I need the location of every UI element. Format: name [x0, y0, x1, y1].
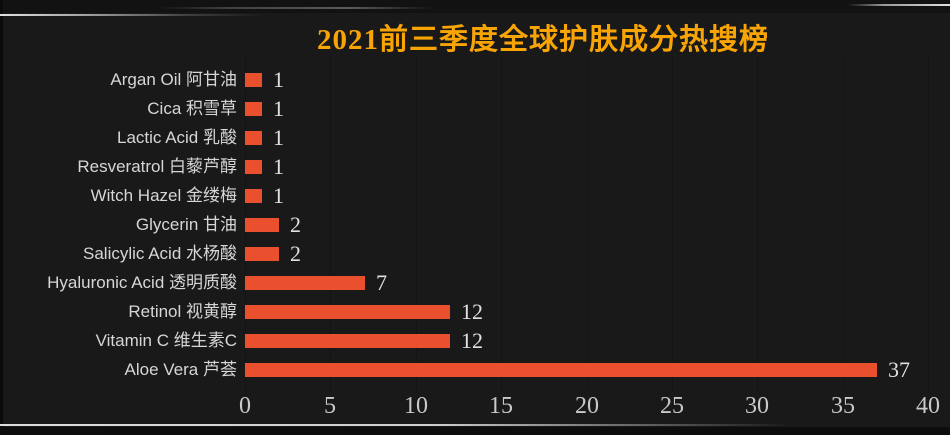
gridline [330, 58, 331, 392]
bottom-background-strip [0, 427, 950, 435]
value-label: 1 [273, 67, 284, 92]
value-label: 7 [376, 270, 387, 295]
bar [245, 131, 262, 145]
gridline [843, 58, 844, 392]
x-tick-label: 35 [831, 393, 855, 419]
category-label: Salicylic Acid 水杨酸 [83, 244, 237, 263]
x-tick-label: 30 [745, 393, 769, 419]
category-label: Aloe Vera 芦荟 [124, 360, 237, 379]
decorative-line-top-left [0, 14, 265, 16]
value-label: 1 [273, 125, 284, 150]
bar [245, 276, 365, 290]
category-label: Cica 积雪草 [147, 99, 237, 118]
value-label: 12 [461, 328, 483, 353]
bar [245, 247, 279, 261]
bar [245, 189, 262, 203]
gridline [928, 58, 929, 392]
x-tick-label: 25 [660, 393, 684, 419]
x-tick-label: 20 [575, 393, 599, 419]
category-label: Glycerin 甘油 [135, 215, 237, 234]
category-label: Vitamin C 维生素C [95, 331, 237, 350]
x-tick-label: 15 [489, 393, 513, 419]
left-edge-strip [0, 0, 3, 435]
category-label: Retinol 视黄醇 [128, 302, 237, 321]
x-tick-label: 40 [916, 393, 940, 419]
category-label: Witch Hazel 金缕梅 [90, 186, 237, 205]
category-label: Hyaluronic Acid 透明质酸 [47, 273, 237, 292]
bar [245, 102, 262, 116]
value-label: 12 [461, 299, 483, 324]
bar [245, 334, 450, 348]
bar [245, 305, 450, 319]
decorative-line-bottom [0, 424, 792, 426]
category-label: Lactic Acid 乳酸 [117, 128, 237, 147]
value-label: 1 [273, 96, 284, 121]
gridline [501, 58, 502, 392]
x-tick-label: 0 [239, 393, 251, 419]
value-label: 37 [888, 357, 910, 382]
bar [245, 218, 279, 232]
category-label: Argan Oil 阿甘油 [110, 70, 237, 89]
bar [245, 363, 877, 377]
gridline [587, 58, 588, 392]
bar [245, 73, 262, 87]
gridline [672, 58, 673, 392]
x-tick-label: 5 [324, 393, 336, 419]
value-label: 1 [273, 183, 284, 208]
category-label: Resveratrol 白藜芦醇 [77, 157, 237, 176]
gridline [416, 58, 417, 392]
value-label: 2 [290, 241, 301, 266]
x-tick-label: 10 [404, 393, 428, 419]
bar [245, 160, 262, 174]
value-label: 2 [290, 212, 301, 237]
chart-title: 2021前三季度全球护肤成分热搜榜 [316, 24, 770, 56]
gridline [757, 58, 758, 392]
value-label: 1 [273, 154, 284, 179]
top-background-strip [0, 0, 950, 13]
